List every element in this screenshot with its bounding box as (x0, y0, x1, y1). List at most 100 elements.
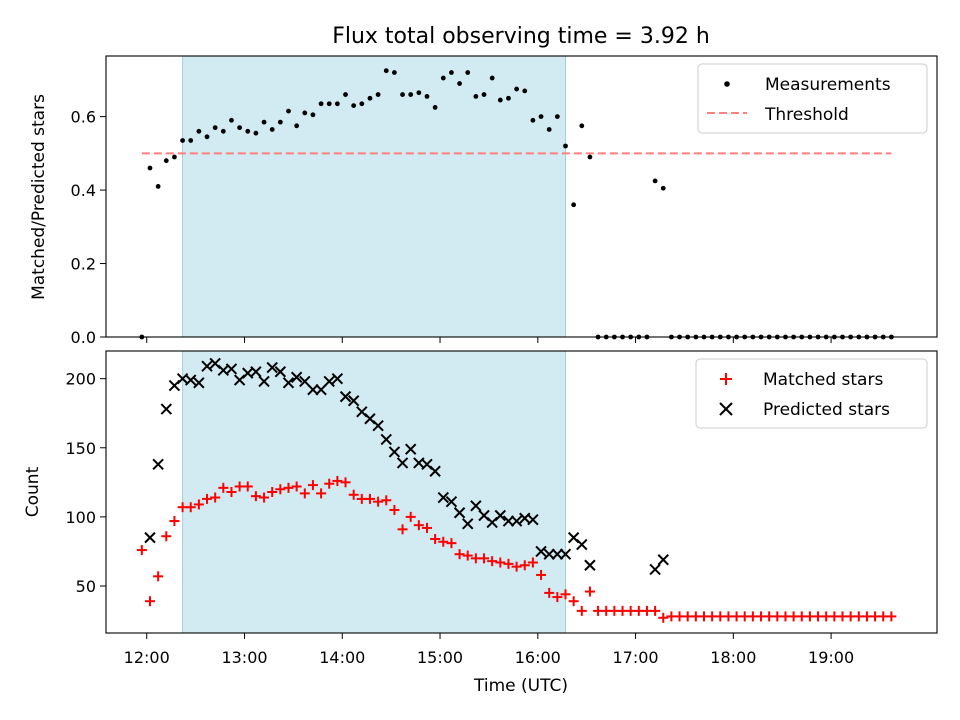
predicted-star-point (649, 563, 661, 576)
measurement-point (392, 70, 397, 75)
matched-star-point (307, 480, 318, 491)
predicted-star-point (331, 372, 344, 385)
measurement-point (538, 114, 544, 120)
predicted-stars-points (144, 357, 669, 576)
measurement-point (473, 94, 479, 99)
measurement-point (457, 81, 462, 86)
predicted-star-point (250, 366, 262, 378)
measurement-point (294, 123, 300, 129)
measurement-point (489, 75, 495, 81)
matched-star-point (650, 605, 661, 616)
measurement-point (343, 92, 348, 97)
predicted-star-point (429, 465, 441, 477)
predicted-star-point (559, 548, 572, 560)
matched-star-point (495, 557, 506, 568)
bottom-legend-box (695, 358, 928, 429)
measurement-point (188, 138, 194, 143)
bottom-y-tick-label: 50 (76, 577, 96, 596)
measurement-point (196, 128, 202, 134)
predicted-star-point (543, 548, 555, 560)
matched-star-point (291, 481, 302, 492)
measurement-point (587, 154, 593, 160)
matched-star-point (413, 520, 424, 531)
matched-star-point (259, 492, 270, 503)
top-y-axis-label: Matched/Predicted stars (29, 94, 49, 300)
observing-time-span-bottom (182, 350, 566, 634)
predicted-star-point (445, 495, 458, 508)
measurement-point (465, 70, 471, 75)
measurement-point (277, 119, 283, 125)
predicted-star-point (584, 559, 596, 571)
legend-matched-label: Matched stars (763, 370, 883, 390)
matched-star-point (136, 545, 147, 556)
matched-star-point (536, 569, 547, 580)
x-tick-label: 13:00 (221, 648, 267, 667)
matched-star-point (340, 477, 351, 488)
matched-star-point (397, 524, 408, 535)
top-y-tick-label: 0.0 (71, 328, 96, 347)
matched-star-point (144, 596, 155, 607)
matched-star-point (568, 596, 579, 607)
x-axis-label: Time (UTC) (473, 676, 568, 696)
x-tick-label: 14:00 (319, 648, 365, 667)
measurement-point (180, 138, 185, 143)
measurement-point (367, 95, 373, 101)
matched-star-point (886, 611, 897, 622)
measurement-point (506, 95, 511, 101)
matched-star-point (283, 482, 294, 493)
predicted-star-point (576, 538, 588, 551)
bottom-legend: Matched stars Predicted stars (695, 358, 928, 429)
predicted-star-point (339, 390, 352, 403)
matched-star-point (250, 491, 261, 502)
predicted-star-point (160, 403, 172, 415)
measurement-point (351, 103, 357, 108)
predicted-star-point (502, 515, 515, 527)
top-y-tick-label: 0.4 (71, 181, 96, 200)
measurement-point (212, 125, 218, 131)
bottom-x-ticks: 12:00 13:00 14:00 15:00 16:00 17:00 18:00 19:00 (124, 633, 854, 667)
measurement-point (261, 119, 267, 125)
top-legend: Measurements Threshold (697, 63, 928, 134)
matched-star-point (316, 488, 327, 499)
measurement-point (571, 202, 577, 208)
measurement-point (424, 94, 430, 99)
measurement-point (237, 125, 243, 131)
measurement-point (163, 158, 169, 164)
top-y-ticks: 0.0 0.2 0.4 0.6 (71, 108, 106, 347)
matched-star-point (185, 502, 196, 513)
measurement-point (204, 134, 210, 140)
bottom-plot-frame (105, 350, 938, 634)
predicted-star-point (657, 554, 669, 566)
bottom-y-tick-label: 150 (65, 439, 96, 458)
measurement-point (245, 128, 251, 134)
matched-star-point (218, 482, 229, 493)
predicted-star-point (551, 548, 564, 560)
measurement-point (229, 117, 234, 123)
top-x-ticks (146, 337, 832, 343)
measurement-point (563, 143, 568, 149)
measurement-point (652, 178, 658, 184)
measurement-point (400, 92, 405, 97)
measurement-point (334, 101, 340, 107)
predicted-star-point (274, 366, 287, 378)
measurement-point (318, 101, 324, 107)
matched-legend-marker (720, 373, 732, 385)
measurement-point (172, 154, 177, 160)
predicted-star-point (290, 371, 303, 383)
predicted-star-point (307, 383, 319, 396)
matched-star-point (169, 516, 180, 527)
predicted-star-point (282, 377, 295, 389)
measurement-point (375, 92, 381, 97)
matched-star-point (364, 493, 375, 504)
matched-star-point (324, 478, 335, 489)
chart-title: Flux total observing time = 3.92 h (332, 24, 710, 49)
predicted-star-point (152, 458, 164, 471)
x-tick-label: 17:00 (613, 648, 659, 667)
matched-star-point (454, 549, 465, 560)
measurements-legend-marker (724, 81, 730, 87)
measurement-point (269, 127, 275, 132)
top-plot-frame (105, 55, 938, 338)
matched-star-point (373, 496, 384, 507)
bottom-y-ticks: 50 100 150 200 (65, 370, 106, 596)
legend-threshold-label: Threshold (764, 105, 849, 125)
